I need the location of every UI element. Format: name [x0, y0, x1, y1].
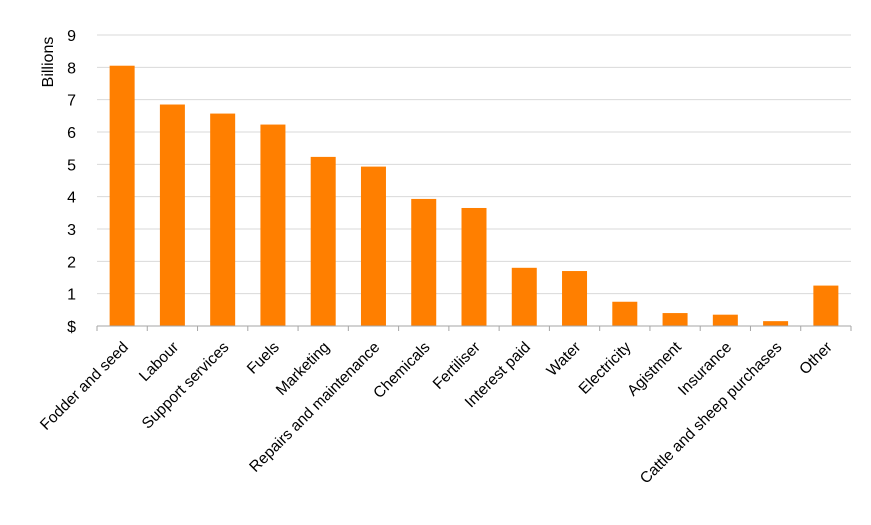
bar-agistment [662, 313, 688, 326]
y-tick-label: 4 [67, 190, 76, 207]
bar-marketing [310, 156, 336, 326]
y-tick-label: 7 [67, 93, 76, 110]
bar-support-services [210, 113, 236, 326]
bar-water [562, 271, 588, 326]
bar-fertiliser [461, 207, 487, 326]
x-tick-label: Water [544, 339, 585, 380]
x-tick-label: Support services [139, 339, 233, 433]
bar-other [813, 285, 839, 326]
y-tick-labels: $1 2 3 4 5 6 7 8 9 [67, 28, 76, 336]
bar-insurance [712, 314, 738, 326]
y-tick-label: 5 [67, 157, 76, 174]
x-tick-label: Fuels [244, 339, 283, 378]
y-tick-label: 1 [67, 287, 76, 304]
axes [96, 325, 852, 331]
bar-fuels [260, 124, 286, 327]
bar-cattle-and-sheep-purchases [763, 321, 789, 326]
x-tick-label: Labour [136, 339, 182, 385]
y-tick-label: $ [67, 319, 76, 336]
bar-electricity [612, 301, 638, 326]
bar-repairs-and-maintenance [360, 166, 386, 326]
y-tick-label: 8 [67, 60, 76, 77]
bar-interest-paid [511, 267, 537, 326]
bar-chemicals [411, 198, 437, 326]
x-tick-label: Fodder and seed [37, 339, 132, 434]
y-tick-label: 2 [67, 254, 76, 271]
x-tick-label: Other [796, 339, 835, 378]
y-tick-label: 6 [67, 125, 76, 142]
bar-fodder-and-seed [109, 65, 135, 326]
y-axis-title: Billions [40, 37, 57, 88]
bar-labour [159, 104, 185, 327]
x-tick-label: Agistment [624, 338, 685, 399]
y-tick-label: 3 [67, 222, 76, 239]
bars [109, 65, 839, 327]
y-tick-label: 9 [67, 28, 76, 45]
